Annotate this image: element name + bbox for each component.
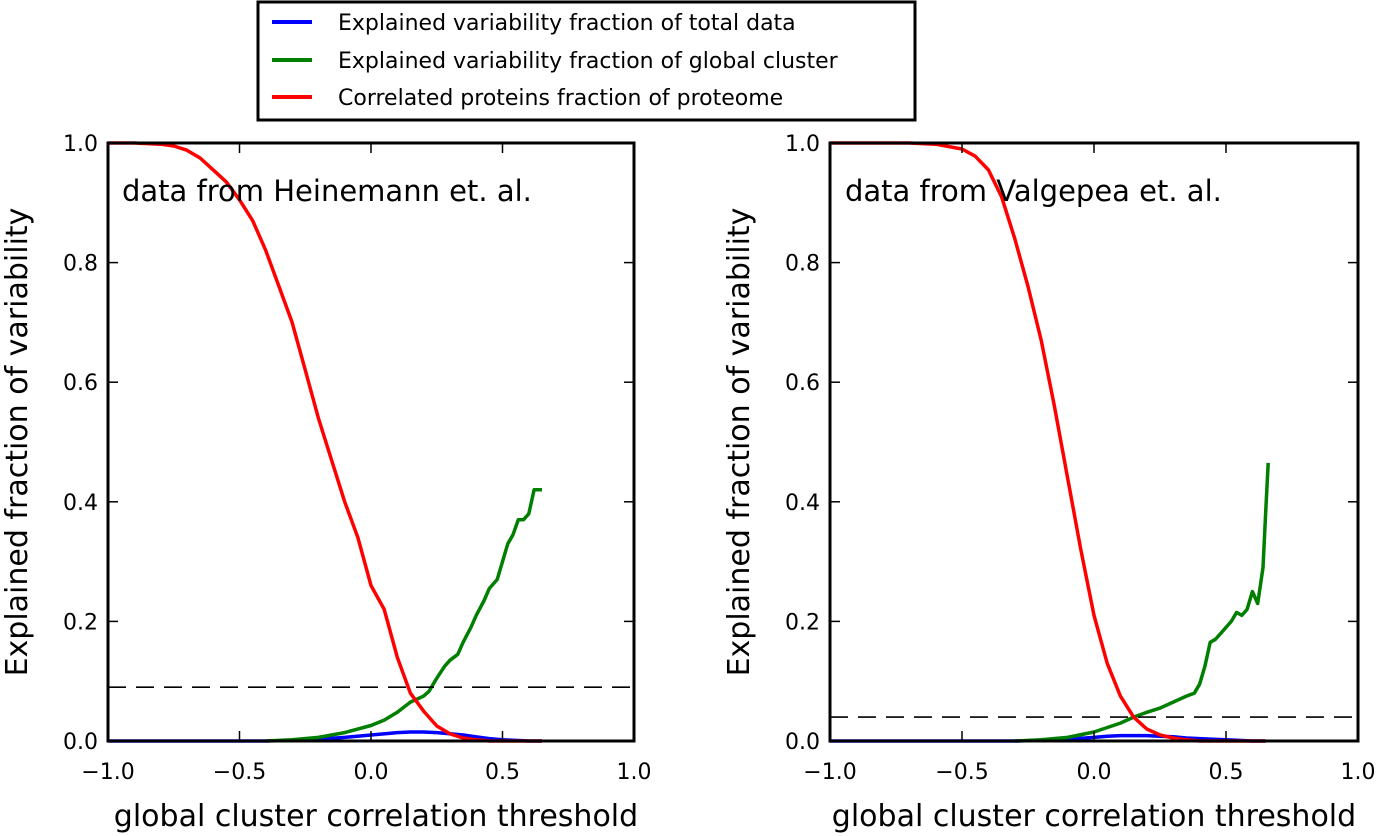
x-tick-label: 1.0 <box>617 760 652 785</box>
plot-frame <box>106 141 636 743</box>
legend-entry: Correlated proteins fraction of proteome <box>272 86 783 111</box>
x-axis-label: global cluster correlation threshold <box>832 799 1356 834</box>
plot-marks: −1.0 −0.5 0.0 0.5 1.0 0.0 0.2 0.4 0.6 0.8 1.0 <box>63 132 652 785</box>
legend-label: Explained variability fraction of global… <box>338 49 839 74</box>
y-tick-label: 0.8 <box>785 252 820 277</box>
y-tick-label: 0.4 <box>63 491 98 516</box>
x-tick-label: −1.0 <box>803 760 856 785</box>
y-tick-label: 0.2 <box>63 610 98 635</box>
series-line <box>108 141 542 743</box>
x-tick-label: 0.0 <box>354 760 389 785</box>
legend-box <box>256 0 917 122</box>
y-axis-label: Explained fraction of variability <box>722 208 757 677</box>
x-tick-label: 0.5 <box>1209 760 1244 785</box>
y-tick-label: 0.8 <box>63 252 98 277</box>
series-line <box>1014 462 1270 743</box>
plot-marks: −1.0 −0.5 0.0 0.5 1.0 0.0 0.2 0.4 0.6 0.8 1.0 <box>785 132 1376 785</box>
y-tick-label: 0.6 <box>785 371 820 396</box>
y-tick-label: 0.4 <box>785 491 820 516</box>
y-tick-label: 0.6 <box>63 371 98 396</box>
x-tick-label: −0.5 <box>213 760 266 785</box>
series-line <box>265 488 542 743</box>
panel-annotation: data from Heinemann et. al. <box>122 174 532 208</box>
x-tick-label: 0.5 <box>485 760 520 785</box>
legend-entry: Explained variability fraction of total … <box>272 11 796 36</box>
x-tick-label: 0.0 <box>1077 760 1112 785</box>
y-tick-label: 0.0 <box>63 730 98 755</box>
y-tick-label: 0.0 <box>785 730 820 755</box>
legend-label: Correlated proteins fraction of proteome <box>338 86 783 111</box>
y-axis-label: Explained fraction of variability <box>0 208 35 677</box>
legend: Explained variability fraction of total … <box>256 0 917 122</box>
plot-frame <box>828 141 1360 743</box>
plot-panel-heinemann: −1.0 −0.5 0.0 0.5 1.0 0.0 0.2 0.4 0.6 0.8 1.0 data… <box>0 132 652 834</box>
y-tick-label: 0.2 <box>785 610 820 635</box>
y-tick-label: 1.0 <box>63 132 98 157</box>
x-axis-label: global cluster correlation threshold <box>114 799 638 834</box>
legend-entry: Explained variability fraction of global… <box>272 49 839 74</box>
series-line <box>830 141 1266 743</box>
x-tick-label: 1.0 <box>1341 760 1376 785</box>
panel-annotation: data from Valgepea et. al. <box>845 174 1222 208</box>
y-tick-label: 1.0 <box>785 132 820 157</box>
x-tick-label: −1.0 <box>81 760 134 785</box>
plot-panel-valgepea: −1.0 −0.5 0.0 0.5 1.0 0.0 0.2 0.4 0.6 0.8 1.0 data… <box>722 132 1376 834</box>
x-tick-label: −0.5 <box>935 760 988 785</box>
legend-label: Explained variability fraction of total … <box>338 11 796 36</box>
